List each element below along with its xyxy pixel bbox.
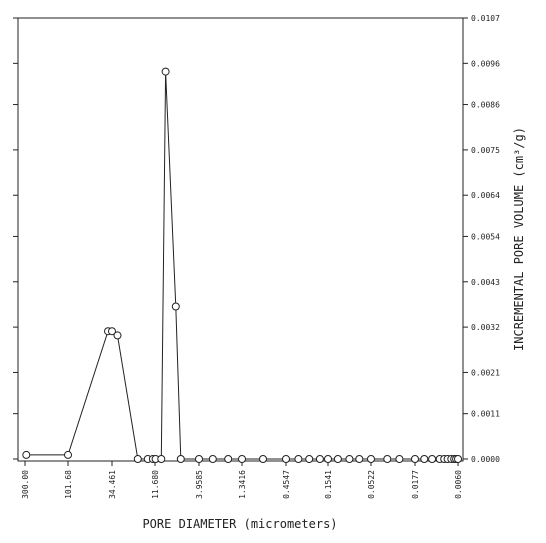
data-point xyxy=(324,455,332,463)
x-tick-label: 0.1541 xyxy=(324,470,333,499)
data-point xyxy=(113,331,122,340)
y-tick-label: 0.0054 xyxy=(471,232,500,241)
x-tick-label: 0.4547 xyxy=(282,470,291,499)
data-point xyxy=(195,455,203,463)
y-tick-label: 0.0021 xyxy=(471,368,500,377)
data-point xyxy=(395,455,404,463)
data-point xyxy=(383,455,392,463)
y-tick-label: 0.0064 xyxy=(471,191,500,200)
x-tick-label: 1.3416 xyxy=(238,470,247,499)
x-tick-label: 0.0522 xyxy=(367,470,376,499)
data-point xyxy=(64,450,72,459)
x-axis-ticks: 300.00 101.68 34.461 11.680 3.9585 1.3416 0.45… xyxy=(21,461,463,499)
y-axis-title: INCREMENTAL PORE VOLUME (cm³/g) xyxy=(512,127,526,351)
data-point xyxy=(176,455,185,463)
data-point xyxy=(345,455,354,463)
data-point xyxy=(355,455,364,463)
x-tick-label: 0.0177 xyxy=(411,470,420,499)
x-tick-label: 0.0060 xyxy=(454,470,463,499)
x-tick-label: 11.680 xyxy=(151,470,160,499)
data-points xyxy=(22,67,462,463)
y-axis-ticks: 0.0000 0.0011 0.0021 0.0032 0.0043 0.0054 0.00… xyxy=(13,14,500,464)
data-point xyxy=(454,455,462,463)
plot-frame xyxy=(17,17,464,462)
y-tick-label: 0.0075 xyxy=(471,146,500,155)
data-point xyxy=(428,455,437,463)
x-tick-label: 300.00 xyxy=(21,470,30,499)
data-point xyxy=(282,455,290,463)
data-point xyxy=(224,455,233,463)
data-point xyxy=(171,302,180,311)
data-point xyxy=(305,455,314,463)
data-point xyxy=(420,455,429,463)
data-point xyxy=(333,455,342,463)
data-point xyxy=(161,67,170,76)
data-point xyxy=(294,455,303,463)
data-point xyxy=(208,455,217,463)
y-tick-label: 0.0096 xyxy=(471,59,500,68)
x-tick-label: 101.68 xyxy=(64,470,73,499)
y-tick-label: 0.0000 xyxy=(471,455,500,464)
data-point xyxy=(315,455,324,463)
data-point xyxy=(157,455,166,463)
y-tick-label: 0.0086 xyxy=(471,101,500,110)
y-tick-label: 0.0043 xyxy=(471,278,500,287)
data-point xyxy=(22,450,31,459)
data-point xyxy=(108,327,116,336)
data-point xyxy=(133,455,142,463)
y-tick-label: 0.0032 xyxy=(471,323,500,332)
data-point xyxy=(367,455,375,463)
data-point xyxy=(259,455,267,463)
y-tick-label: 0.0107 xyxy=(471,14,500,23)
series-line xyxy=(26,71,458,460)
data-point xyxy=(411,455,419,463)
x-axis-title: PORE DIAMETER (micrometers) xyxy=(142,517,337,531)
x-tick-label: 3.9585 xyxy=(195,470,204,499)
x-tick-label: 34.461 xyxy=(108,470,117,499)
y-tick-label: 0.0011 xyxy=(471,410,500,419)
data-point xyxy=(238,455,246,463)
